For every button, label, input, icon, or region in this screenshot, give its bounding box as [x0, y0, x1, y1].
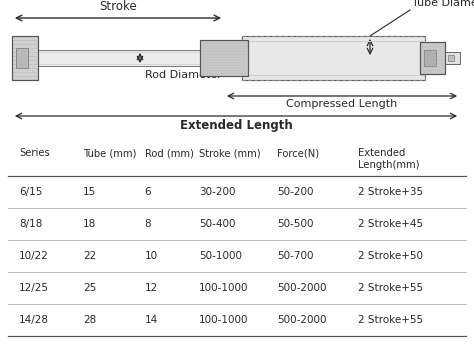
- Text: 30-200: 30-200: [199, 187, 236, 197]
- Text: 2 Stroke+55: 2 Stroke+55: [358, 315, 423, 325]
- Bar: [424, 50, 437, 66]
- Bar: [12, 36, 38, 80]
- Text: Extended Length: Extended Length: [180, 119, 292, 132]
- Text: 22: 22: [83, 251, 96, 261]
- Text: 12/25: 12/25: [19, 283, 49, 293]
- Text: 2 Stroke+45: 2 Stroke+45: [358, 219, 423, 229]
- Text: 15: 15: [83, 187, 96, 197]
- Text: Stroke (mm): Stroke (mm): [199, 148, 261, 158]
- Text: 14/28: 14/28: [19, 315, 49, 325]
- Bar: [38, 50, 220, 66]
- Bar: [200, 40, 248, 76]
- Text: 100-1000: 100-1000: [199, 283, 248, 293]
- Bar: [448, 55, 454, 61]
- Bar: [200, 40, 248, 76]
- Bar: [16, 48, 27, 68]
- Text: Tube (mm): Tube (mm): [83, 148, 137, 158]
- Text: Rod Diameter: Rod Diameter: [145, 70, 222, 80]
- Bar: [12, 36, 38, 80]
- Bar: [445, 52, 460, 64]
- Text: Compressed Length: Compressed Length: [286, 99, 398, 109]
- Text: 28: 28: [83, 315, 96, 325]
- Text: 50-700: 50-700: [277, 251, 314, 261]
- Text: 2 Stroke+50: 2 Stroke+50: [358, 251, 423, 261]
- Text: Series: Series: [19, 148, 50, 158]
- Text: 25: 25: [83, 283, 96, 293]
- Bar: [420, 42, 445, 74]
- Text: 8/18: 8/18: [19, 219, 42, 229]
- Text: 14: 14: [145, 315, 158, 325]
- Text: Stroke: Stroke: [99, 0, 137, 13]
- Text: 100-1000: 100-1000: [199, 315, 248, 325]
- Text: 6: 6: [145, 187, 151, 197]
- Text: 50-1000: 50-1000: [199, 251, 242, 261]
- Text: 2 Stroke+35: 2 Stroke+35: [358, 187, 423, 197]
- Text: 500-2000: 500-2000: [277, 315, 327, 325]
- Text: 10/22: 10/22: [19, 251, 49, 261]
- Text: 6/15: 6/15: [19, 187, 42, 197]
- Text: Force(N): Force(N): [277, 148, 319, 158]
- Text: 50-500: 50-500: [277, 219, 314, 229]
- Bar: [242, 36, 425, 80]
- Text: 18: 18: [83, 219, 96, 229]
- Text: Rod (mm): Rod (mm): [145, 148, 193, 158]
- Text: Extended
Length(mm): Extended Length(mm): [358, 148, 419, 170]
- Text: Tube Diameter: Tube Diameter: [412, 0, 474, 8]
- Text: 500-2000: 500-2000: [277, 283, 327, 293]
- Text: 8: 8: [145, 219, 151, 229]
- Text: 2 Stroke+55: 2 Stroke+55: [358, 283, 423, 293]
- Bar: [242, 36, 425, 80]
- Text: 50-400: 50-400: [199, 219, 236, 229]
- Bar: [420, 42, 445, 74]
- Text: 12: 12: [145, 283, 158, 293]
- Text: 10: 10: [145, 251, 158, 261]
- Text: 50-200: 50-200: [277, 187, 314, 197]
